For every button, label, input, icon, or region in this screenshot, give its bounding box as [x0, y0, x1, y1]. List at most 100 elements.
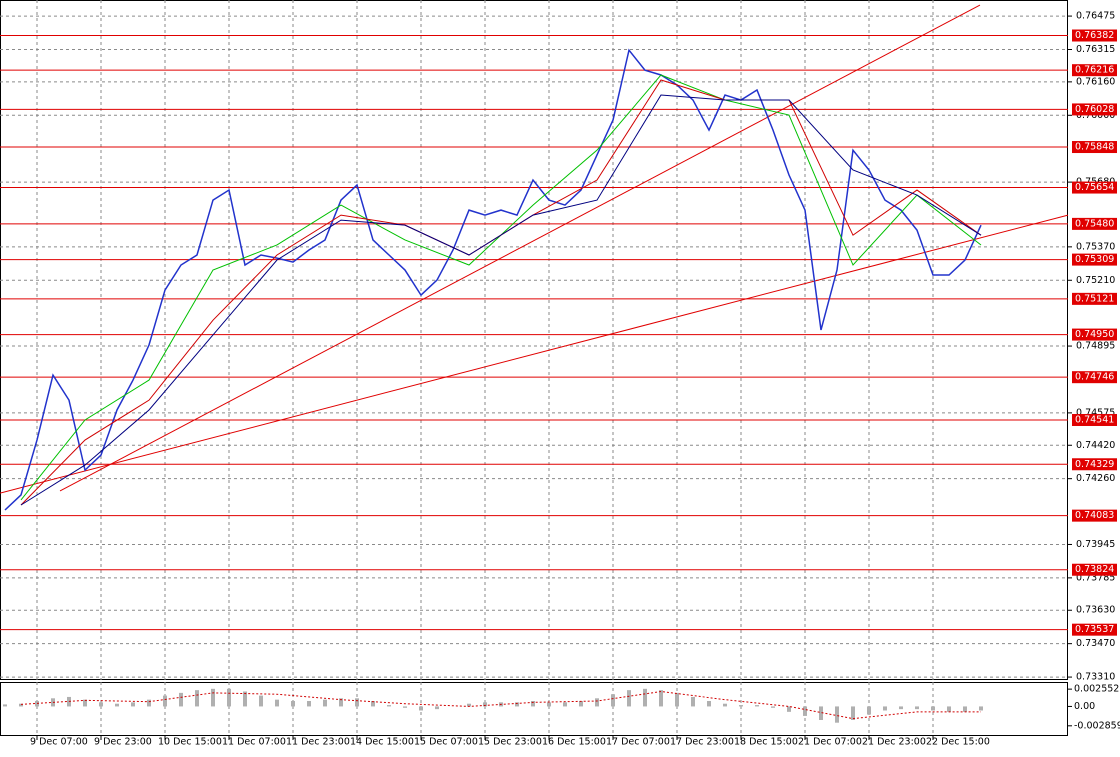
histogram-bar — [131, 702, 135, 707]
histogram-bar — [787, 706, 791, 712]
x-tick-label: 14 Dec 15:00 — [350, 737, 414, 748]
signal-line — [20, 691, 981, 720]
histogram-bar — [659, 690, 663, 707]
x-tick-label: 9 Dec 07:00 — [30, 737, 88, 748]
y-tick-label: 0.76315 — [1076, 44, 1115, 55]
histogram-bar — [723, 703, 727, 707]
level-label-box — [1072, 103, 1117, 116]
level-label-box — [1072, 458, 1117, 471]
histogram-bar — [803, 706, 807, 716]
level-label-box — [1072, 181, 1117, 194]
y-tick-label: 0.73310 — [1076, 672, 1115, 683]
histogram-bar — [307, 701, 311, 707]
histogram-bar — [595, 698, 599, 707]
histogram-bar — [979, 706, 983, 711]
histogram-bar — [931, 706, 935, 711]
x-tick-label: 21 Dec 23:00 — [862, 737, 926, 748]
histogram-bar — [771, 706, 775, 708]
histogram-bar — [547, 702, 551, 707]
histogram-bar — [195, 690, 199, 707]
histogram-bar — [259, 695, 263, 707]
histogram-bar — [419, 706, 423, 711]
histogram-bar — [275, 699, 279, 707]
trend-line — [0, 214, 1069, 494]
histogram-bar — [867, 706, 871, 715]
histogram-bar — [739, 705, 743, 707]
histogram-bar — [611, 694, 615, 707]
y-tick-label: 0.73785 — [1076, 572, 1115, 583]
price-line — [4, 48, 982, 511]
histogram-bar — [563, 702, 567, 707]
level-label: 0.76382 — [1075, 30, 1114, 41]
histogram-bar — [835, 706, 839, 723]
level-label-box — [1072, 29, 1117, 42]
level-label-box — [1072, 141, 1117, 154]
histogram-bar — [883, 706, 887, 711]
histogram-bar — [323, 699, 327, 707]
histogram-bar — [211, 688, 215, 707]
histogram-bar — [899, 706, 903, 710]
level-label: 0.74329 — [1075, 459, 1114, 470]
y-tick-label: 0.75210 — [1076, 275, 1115, 286]
level-label: 0.75309 — [1075, 254, 1114, 265]
histogram-bar — [115, 703, 119, 707]
level-label: 0.73537 — [1075, 624, 1114, 635]
y-tick-label: -0.002859 — [1074, 720, 1120, 731]
y-tick-label: 0.00 — [1074, 701, 1095, 712]
histogram-bar — [227, 688, 231, 707]
x-tick-label: 11 Dec 23:00 — [286, 737, 350, 748]
level-label-box — [1072, 413, 1117, 426]
level-label: 0.74746 — [1075, 372, 1114, 383]
histogram-bar — [339, 698, 343, 707]
histogram-bar — [291, 701, 295, 707]
histogram-bar — [579, 701, 583, 707]
y-tick-label: 0.74895 — [1076, 341, 1115, 352]
histogram-bar — [755, 705, 759, 707]
histogram-bar — [675, 692, 679, 707]
histogram-bar — [147, 699, 151, 707]
histogram-bar — [819, 706, 823, 720]
x-tick-label: 11 Dec 07:00 — [222, 737, 286, 748]
level-label: 0.74083 — [1075, 510, 1114, 521]
y-tick-label: 0.73630 — [1076, 605, 1115, 616]
histogram-bar — [691, 696, 695, 707]
histogram-bar — [99, 702, 103, 707]
level-label-box — [1072, 328, 1117, 341]
y-tick-label: 0.76475 — [1076, 11, 1115, 22]
histogram-bar — [179, 692, 183, 707]
histogram-bar — [355, 698, 359, 707]
y-tick-label: 0.75370 — [1076, 241, 1115, 252]
level-label: 0.76028 — [1075, 104, 1114, 115]
x-tick-label: 17 Dec 23:00 — [670, 737, 734, 748]
price-line — [20, 94, 982, 506]
x-tick-label: 18 Dec 15:00 — [734, 737, 798, 748]
histogram-bar — [371, 701, 375, 707]
histogram-bar — [163, 695, 167, 707]
level-label-box — [1072, 253, 1117, 266]
trend-line — [59, 4, 981, 492]
y-tick-label: 0.74420 — [1076, 440, 1115, 451]
histogram-bar — [963, 706, 967, 712]
histogram-bar — [851, 706, 855, 720]
histogram-bar — [515, 702, 519, 707]
x-tick-label: 15 Dec 07:00 — [414, 737, 478, 748]
x-tick-label: 17 Dec 07:00 — [606, 737, 670, 748]
level-label: 0.74950 — [1075, 329, 1114, 340]
histogram-bar — [403, 706, 407, 708]
level-label: 0.75654 — [1075, 182, 1114, 193]
y-tick-label: 0.73945 — [1076, 539, 1115, 550]
histogram-bar — [947, 706, 951, 712]
level-label-box — [1072, 623, 1117, 636]
level-label-box — [1072, 563, 1117, 576]
x-tick-label: 16 Dec 15:00 — [542, 737, 606, 748]
level-label: 0.74541 — [1075, 414, 1114, 425]
oscillator-frame — [0, 682, 1068, 736]
histogram-bar — [531, 701, 535, 707]
level-label: 0.76216 — [1075, 65, 1114, 76]
level-label-box — [1072, 64, 1117, 77]
level-label: 0.75480 — [1075, 218, 1114, 229]
y-tick-label: 0.76160 — [1076, 76, 1115, 87]
x-tick-label: 9 Dec 23:00 — [94, 737, 152, 748]
level-label: 0.75121 — [1075, 293, 1114, 304]
